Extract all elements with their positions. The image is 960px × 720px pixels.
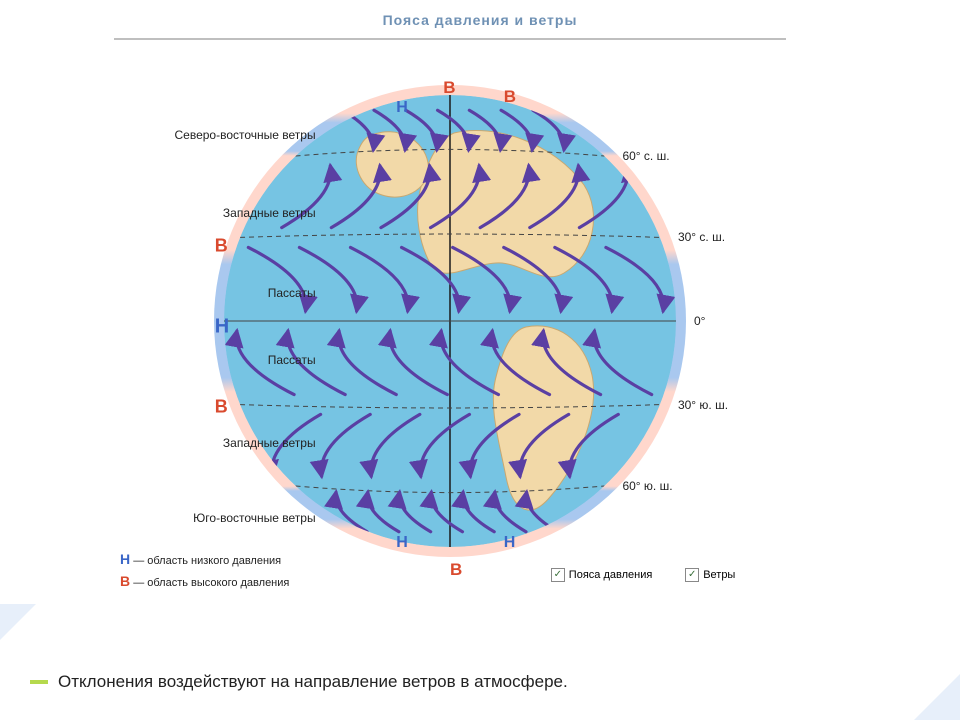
checkbox-Ветры[interactable]: ✓Ветры [685, 568, 735, 582]
caption-row: Отклонения воздействуют на направление в… [30, 672, 568, 692]
pressure-marker-B: В [215, 236, 228, 257]
legend-B: В — область высокого давления [120, 573, 289, 589]
wind-label-Северо-восточные ветры: Северо-восточные ветры [174, 128, 315, 142]
corner-accent-br [914, 674, 960, 720]
wind-label-Пассаты: Пассаты [268, 286, 316, 300]
checkbox-Пояса давления[interactable]: ✓Пояса давления [551, 568, 653, 582]
lat-label-60° с. ш.: 60° с. ш. [622, 149, 669, 163]
pressure-marker-H: Н [396, 534, 408, 552]
globe-wrap [224, 95, 676, 547]
legend-H: Н — область низкого давления [120, 551, 281, 567]
lat-label-30° с. ш.: 30° с. ш. [678, 230, 725, 244]
check-icon: ✓ [551, 568, 565, 582]
pressure-marker-B: В [443, 78, 455, 98]
check-icon: ✓ [685, 568, 699, 582]
pressure-marker-B: В [504, 87, 516, 107]
pressure-marker-H: Н [396, 99, 408, 117]
wind-label-Пассаты: Пассаты [268, 353, 316, 367]
pressure-marker-H: Н [215, 315, 229, 338]
wind-label-Западные ветры: Западные ветры [223, 206, 316, 220]
caption-bullet-icon [30, 680, 48, 684]
pressure-marker-H: Н [504, 534, 516, 552]
globe-svg [224, 95, 676, 547]
diagram-container: Северо-восточные ветры Западные ветры Пасс… [114, 44, 786, 598]
caption-text: Отклонения воздействуют на направление в… [58, 672, 568, 692]
pressure-marker-B: В [450, 560, 462, 580]
wind-label-Юго-восточные ветры: Юго-восточные ветры [193, 511, 315, 525]
title-rule [114, 38, 786, 40]
wind-label-Западные ветры: Западные ветры [223, 436, 316, 450]
pressure-marker-B: В [215, 396, 228, 417]
slide-title: Пояса давления и ветры [0, 12, 960, 28]
corner-accent-tl [0, 604, 36, 640]
globe [224, 95, 676, 547]
lat-label-0°: 0° [694, 314, 705, 328]
lat-label-60° ю. ш.: 60° ю. ш. [622, 479, 672, 493]
lat-label-30° ю. ш.: 30° ю. ш. [678, 398, 728, 412]
